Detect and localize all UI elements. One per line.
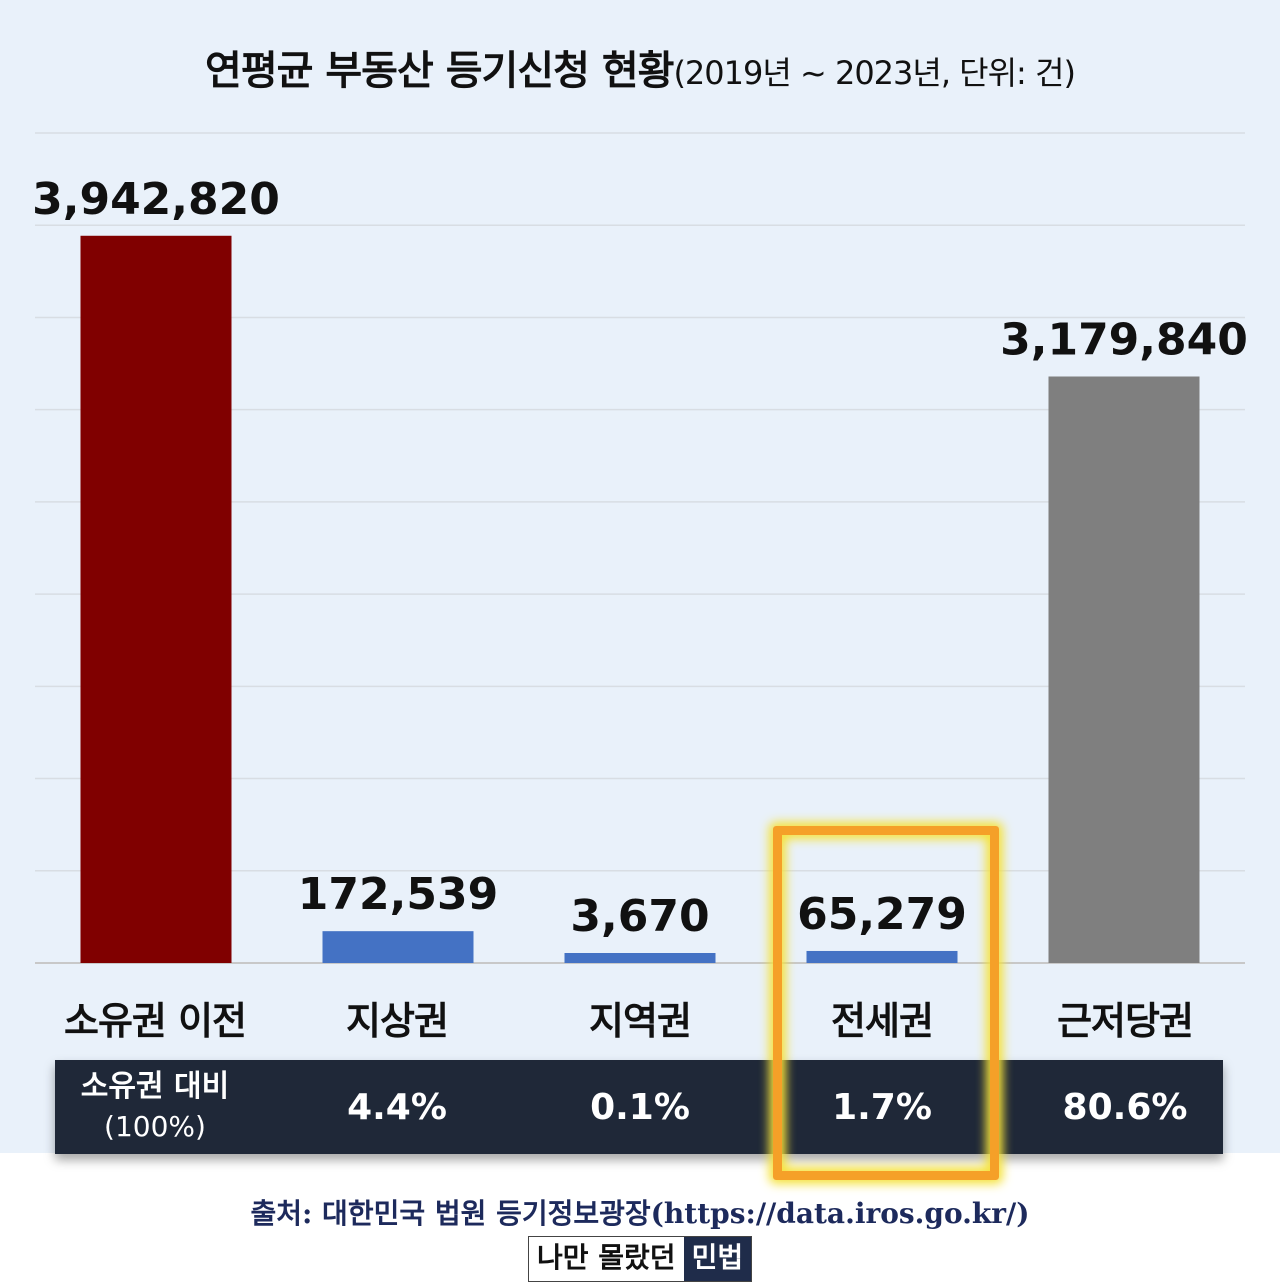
ratio-value: 4.4%	[347, 1086, 447, 1128]
brand-badge: 나만 몰랐던 민법	[528, 1236, 753, 1282]
bars	[80, 235, 1200, 964]
data-label-4: 3,179,840	[1000, 314, 1248, 365]
bar-1	[322, 931, 474, 963]
chart-title: 연평균 부동산 등기신청 현황(2019년 ~ 2023년, 단위: 건)	[0, 38, 1280, 96]
bar-0	[80, 235, 232, 964]
ratio-header-sub: (100%)	[104, 1110, 206, 1143]
ratio-value: 1.7%	[832, 1086, 932, 1128]
ratio-table: 소유권 대비 (100%) 4.4% 0.1% 1.7% 80.6%	[55, 1060, 1223, 1154]
ratio-value: 0.1%	[590, 1086, 690, 1128]
grid-lines	[35, 132, 1245, 964]
source-text: 출처: 대한민국 법원 등기정보광장(https://data.iros.go.…	[250, 1197, 1030, 1230]
bar-2	[564, 953, 716, 963]
data-label-2: 3,670	[570, 891, 709, 942]
ratio-header-label: 소유권 대비	[80, 1069, 230, 1104]
bar-3	[806, 950, 958, 963]
category-label: 전세권	[831, 999, 934, 1043]
highlight-box	[773, 826, 999, 1180]
title-main: 연평균 부동산 등기신청 현황	[205, 48, 674, 94]
category-label: 근저당권	[1057, 999, 1194, 1043]
ratio-header: 소유권 대비 (100%)	[35, 1060, 275, 1154]
brand-text: 나만 몰랐던	[529, 1237, 684, 1281]
data-label-3: 65,279	[797, 889, 967, 940]
ratio-value: 80.6%	[1062, 1086, 1188, 1128]
category-label: 소유권 이전	[63, 999, 247, 1043]
category-axis: 소유권 이전 지상권 지역권 전세권 근저당권	[0, 990, 1280, 1050]
bar-chart: 3,942,820 172,539 3,670 65,279 3,179,840	[32, 132, 1248, 964]
category-label: 지상권	[346, 999, 449, 1043]
title-subtitle: (2019년 ~ 2023년, 단위: 건)	[673, 54, 1075, 92]
brand-highlight: 민법	[683, 1237, 752, 1281]
value-labels: 3,942,820 172,539 3,670 65,279 3,179,840	[32, 174, 1248, 942]
data-label-1: 172,539	[298, 869, 498, 920]
data-label-0: 3,942,820	[32, 174, 280, 225]
bar-4	[1048, 376, 1200, 963]
category-label: 지역권	[589, 999, 692, 1043]
